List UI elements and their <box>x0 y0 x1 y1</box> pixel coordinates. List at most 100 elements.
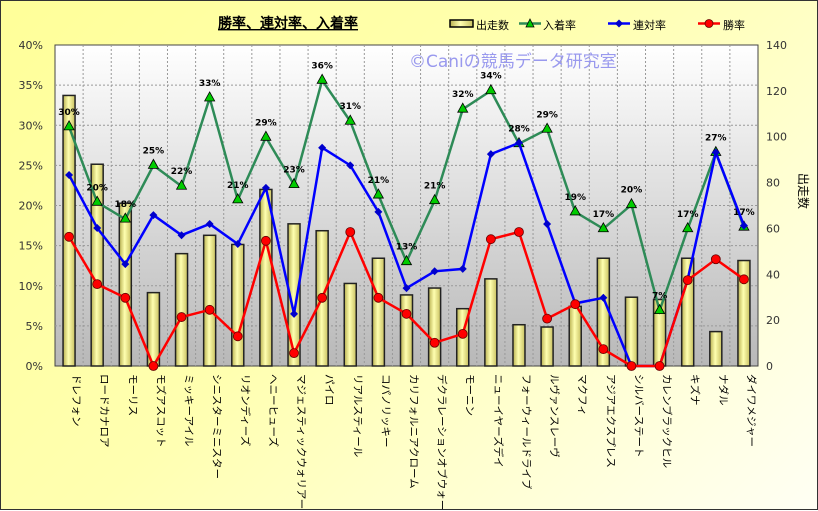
marker-quinella <box>261 183 270 192</box>
marker-place <box>682 221 694 233</box>
data-label-place: 21% <box>424 182 446 192</box>
right-tick-label: 100 <box>766 131 787 144</box>
category-label: ミッキーアイル <box>183 374 195 447</box>
bar-runs <box>737 259 751 367</box>
data-label-place: 22% <box>171 167 193 177</box>
category-label: ナダル <box>717 374 730 406</box>
data-label-place: 17% <box>593 210 615 220</box>
marker-quinella <box>374 207 383 216</box>
right-tick-label: 80 <box>766 177 780 190</box>
marker-place <box>457 102 469 113</box>
data-label-place: 20% <box>86 183 108 193</box>
marker-quinella <box>121 260 130 269</box>
category-label: ヘニーヒューズ <box>267 374 280 447</box>
category-label: マジェスティックウォリアー <box>295 374 307 509</box>
category-label: ドレフォン <box>70 374 82 427</box>
legend-label-runs: 出走数 <box>476 18 509 32</box>
marker-win <box>485 234 496 245</box>
right-tick-label: 40 <box>766 268 780 281</box>
data-label-place: 7% <box>652 292 667 302</box>
watermark: ©Caniの競馬データ研究室 <box>409 51 617 72</box>
marker-win <box>64 231 74 242</box>
category-label: ダイワメジャー <box>745 374 758 447</box>
marker-win <box>260 235 271 246</box>
left-tick-label: 40% <box>19 39 43 52</box>
bar-runs <box>427 287 442 367</box>
category-label: モズアスコット <box>154 374 167 448</box>
marker-win <box>204 304 215 315</box>
data-label-place: 23% <box>283 166 305 176</box>
bar-runs <box>540 326 554 367</box>
marker-place <box>625 197 638 209</box>
category-label: コパノリッキー <box>379 374 391 448</box>
category-label: アジアエクスプレス <box>604 374 616 468</box>
marker-win <box>514 227 524 237</box>
data-label-place: 27% <box>705 134 727 144</box>
marker-win <box>457 328 468 339</box>
data-label-place: 17% <box>677 210 699 220</box>
marker-place <box>203 91 216 102</box>
marker-place <box>63 120 75 131</box>
bar-runs <box>62 94 76 367</box>
category-label: カリフォルニアクローム <box>408 374 420 489</box>
marker-win <box>542 313 552 324</box>
data-label-place: 17% <box>733 208 755 218</box>
marker-quinella <box>177 231 186 240</box>
data-label-place: 31% <box>339 102 361 112</box>
marker-win <box>654 361 665 371</box>
marker-quinella <box>290 309 299 318</box>
legend-label-quinella: 連対率 <box>633 18 666 32</box>
data-label-place: 19% <box>564 193 586 203</box>
marker-win <box>739 274 749 285</box>
category-label: シルバーステート <box>632 374 644 457</box>
marker-quinella <box>318 143 327 152</box>
marker-place <box>316 73 328 84</box>
marker-quinella <box>65 171 74 180</box>
data-label-place: 32% <box>452 90 474 100</box>
marker-quinella <box>346 161 355 170</box>
marker-win <box>92 279 103 290</box>
left-tick-label: 10% <box>19 280 43 293</box>
legend-bar-swatch <box>449 19 474 28</box>
left-tick-label: 35% <box>19 79 43 92</box>
category-label: キズナ <box>689 374 702 406</box>
bar-runs <box>709 330 723 367</box>
marker-win <box>148 361 159 371</box>
category-label: モーリス <box>126 374 138 416</box>
bar-runs <box>90 163 104 367</box>
data-label-place: 13% <box>396 243 418 253</box>
legend: 出走数 入着率 連対率 勝率 <box>449 18 745 32</box>
category-label: リアルスティール <box>351 374 363 457</box>
right-tick-label: 20 <box>766 314 780 327</box>
category-label: カレンブラックヒル <box>661 374 674 468</box>
bar-runs <box>512 323 526 367</box>
marker-win <box>289 348 299 359</box>
legend-diamond-icon <box>615 19 623 28</box>
data-label-place: 21% <box>227 181 249 191</box>
marker-place <box>569 205 581 216</box>
category-label: ニューイヤーズデイ <box>492 374 505 468</box>
marker-win <box>626 361 637 371</box>
left-tick-label: 5% <box>26 320 43 333</box>
marker-quinella <box>599 293 608 302</box>
category-label: モーニン <box>464 374 476 416</box>
marker-place <box>597 221 610 233</box>
marker-quinella <box>205 219 214 228</box>
bar-runs <box>202 234 217 367</box>
marker-quinella <box>514 138 523 147</box>
marker-win <box>710 254 721 265</box>
marker-win <box>429 337 440 348</box>
marker-win <box>345 227 356 237</box>
marker-place <box>91 195 103 206</box>
marker-win <box>401 308 412 319</box>
category-label: フォーウィールドライブ <box>520 374 533 490</box>
data-label-place: 20% <box>621 186 643 196</box>
right-tick-label: 140 <box>766 39 787 52</box>
data-label-place: 34% <box>480 72 502 82</box>
legend-circle-icon <box>704 19 714 28</box>
marker-place <box>653 303 666 315</box>
right-axis-title: 出走数 <box>796 173 811 209</box>
bar-runs <box>231 243 245 367</box>
